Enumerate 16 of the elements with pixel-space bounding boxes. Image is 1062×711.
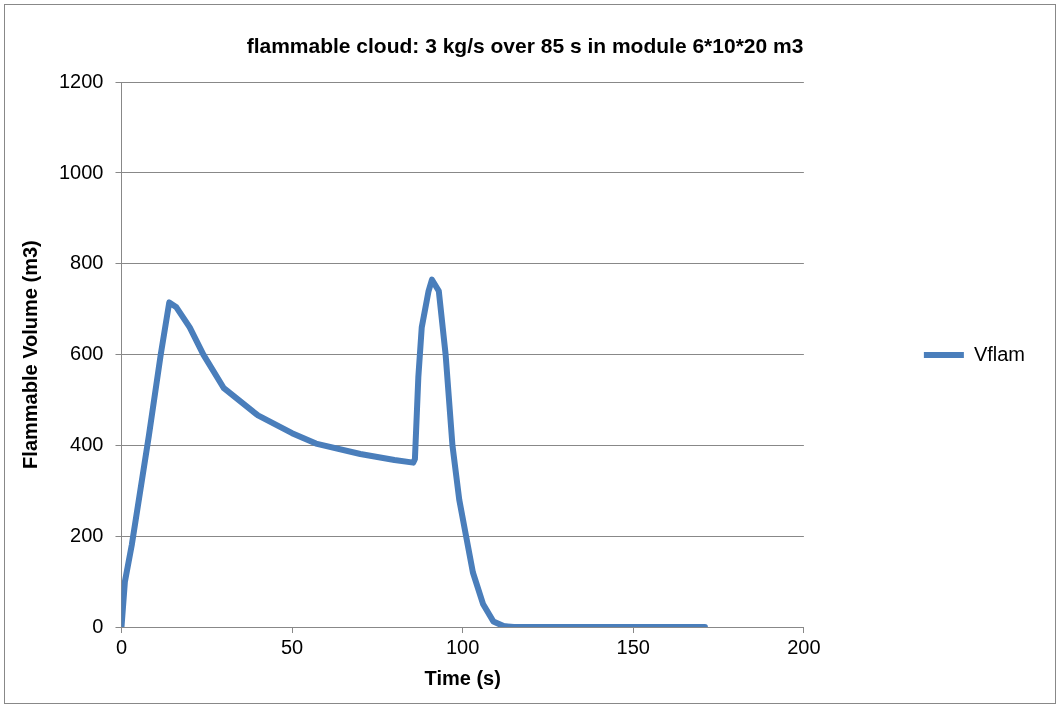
x-tick-label: 50 [280,635,304,658]
legend-label: Vflam [973,342,1025,365]
x-tick-label: 200 [787,635,821,658]
y-tick-label: 200 [70,523,104,546]
x-tick-label: 0 [115,635,128,658]
y-tick-label: 600 [70,342,104,365]
x-axis-title: Time (s) [424,666,501,689]
y-tick-label: 0 [92,614,104,637]
chart-title: flammable cloud: 3 kg/s over 85 s in module 6*10*20 m3 [246,34,804,58]
y-tick-label: 1000 [58,160,104,183]
y-tick-label: 400 [70,432,104,455]
x-tick-label: 100 [446,635,480,658]
y-tick-label: 800 [70,251,104,274]
y-axis-title: Flammable Volume (m3) [18,240,41,469]
y-tick-label: 1200 [58,69,104,92]
x-tick-label: 150 [616,635,650,658]
